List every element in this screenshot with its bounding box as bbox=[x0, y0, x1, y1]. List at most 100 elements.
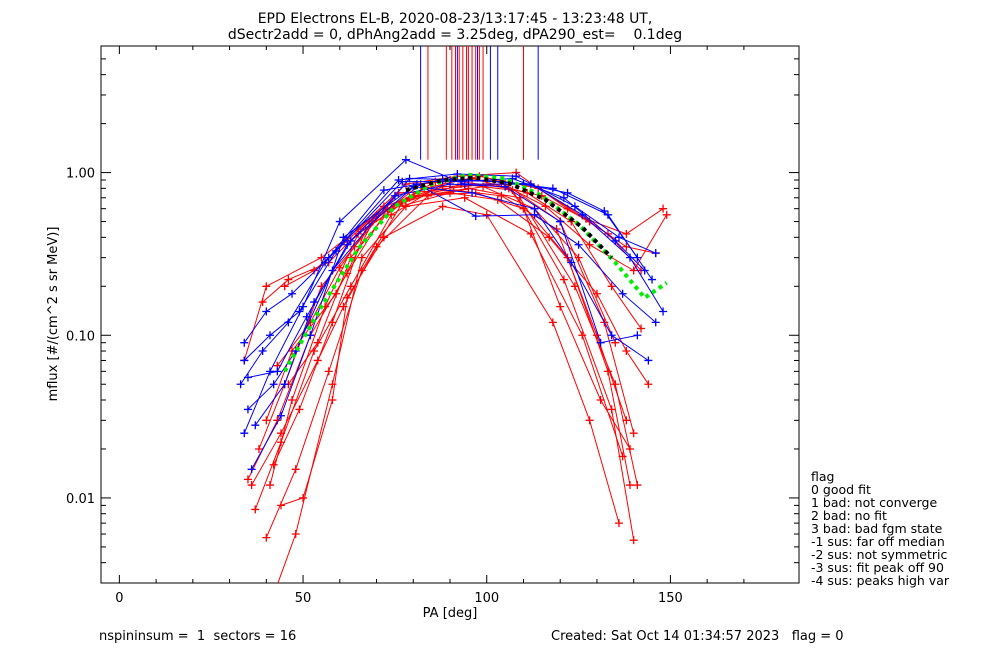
data-point bbox=[607, 282, 616, 291]
data-point bbox=[629, 266, 638, 275]
data-point bbox=[251, 505, 260, 514]
data-point bbox=[247, 481, 256, 490]
data-point bbox=[310, 298, 319, 307]
data-point bbox=[611, 236, 620, 245]
data-point bbox=[644, 380, 653, 389]
data-point bbox=[328, 395, 337, 404]
data-point bbox=[372, 242, 381, 251]
data-point bbox=[482, 210, 491, 219]
chart-subtitle: dSectr2add = 0, dPhAng2add = 3.25deg, dP… bbox=[228, 27, 682, 43]
data-point bbox=[464, 176, 473, 185]
data-point bbox=[284, 275, 293, 284]
data-point bbox=[622, 416, 631, 425]
green-fit-curve bbox=[282, 172, 668, 373]
legend-item: 0 good fit bbox=[811, 482, 871, 497]
legend-item: 2 bad: no fit bbox=[811, 508, 887, 523]
data-point bbox=[545, 233, 554, 242]
data-point bbox=[254, 444, 263, 453]
legend-item: -4 sus: peaks high var bbox=[811, 573, 950, 588]
x-axis-label: PA [deg] bbox=[423, 606, 478, 621]
data-point bbox=[633, 481, 642, 490]
data-point bbox=[265, 367, 274, 376]
data-point bbox=[523, 188, 532, 197]
data-point bbox=[390, 191, 399, 200]
data-point bbox=[626, 253, 635, 262]
data-point bbox=[574, 253, 583, 262]
data-point bbox=[644, 356, 653, 365]
data-point bbox=[288, 395, 297, 404]
data-point bbox=[600, 207, 609, 216]
red-series bbox=[266, 193, 627, 609]
data-point bbox=[339, 233, 348, 242]
data-point bbox=[578, 331, 587, 340]
data-point bbox=[501, 182, 510, 191]
data-point bbox=[277, 501, 286, 510]
data-point bbox=[552, 225, 561, 234]
series-line bbox=[251, 186, 649, 470]
series-line bbox=[265, 183, 635, 541]
data-point bbox=[659, 307, 668, 316]
data-point bbox=[438, 202, 447, 211]
data-point bbox=[526, 229, 535, 238]
data-point bbox=[607, 331, 616, 340]
series-line bbox=[254, 183, 657, 426]
data-point bbox=[468, 188, 477, 197]
data-point bbox=[574, 240, 583, 249]
chart-title: EPD Electrons EL-B, 2020-08-23/13:17:45 … bbox=[258, 11, 653, 27]
data-point bbox=[266, 601, 274, 609]
vertical-marker-lines bbox=[420, 46, 539, 160]
blue-series bbox=[243, 180, 642, 382]
legend-item: -1 sus: far off median bbox=[811, 534, 945, 549]
data-point bbox=[596, 338, 605, 347]
data-point bbox=[324, 367, 333, 376]
data-point bbox=[394, 176, 403, 185]
data-point bbox=[423, 191, 432, 200]
legend-item: -2 sus: not symmetric bbox=[811, 547, 947, 562]
data-point bbox=[258, 298, 267, 307]
data-point bbox=[548, 318, 557, 327]
data-point bbox=[299, 493, 308, 502]
data-point bbox=[585, 240, 594, 249]
plot-frame bbox=[100, 45, 800, 584]
data-point bbox=[328, 318, 337, 327]
data-point bbox=[401, 155, 410, 164]
x-tick-label: 50 bbox=[295, 591, 312, 606]
data-point bbox=[446, 180, 454, 189]
data-point bbox=[243, 405, 252, 414]
series-line bbox=[240, 173, 656, 385]
data-point bbox=[662, 210, 671, 219]
legend-item: 1 bad: not converge bbox=[811, 495, 937, 510]
series-line bbox=[243, 159, 638, 434]
data-point bbox=[328, 380, 337, 389]
data-point bbox=[313, 338, 322, 347]
x-tick-label: 0 bbox=[115, 591, 123, 606]
data-point bbox=[614, 233, 623, 242]
data-point bbox=[611, 380, 620, 389]
data-point bbox=[240, 356, 249, 365]
data-point bbox=[277, 411, 286, 420]
legend-item: -3 sus: fit peak off 90 bbox=[811, 560, 944, 575]
data-point bbox=[556, 217, 565, 226]
data-point bbox=[548, 184, 557, 193]
data-point bbox=[530, 210, 539, 219]
data-point bbox=[335, 263, 344, 272]
data-point bbox=[291, 530, 300, 539]
data-point bbox=[659, 204, 668, 213]
data-point bbox=[243, 475, 252, 484]
data-point bbox=[629, 536, 638, 545]
data-point bbox=[321, 258, 330, 267]
series-line bbox=[262, 175, 664, 303]
data-point bbox=[556, 302, 565, 311]
data-point bbox=[618, 452, 627, 461]
data-point bbox=[295, 405, 304, 414]
data-point bbox=[240, 338, 249, 347]
data-point bbox=[622, 242, 631, 251]
data-point bbox=[622, 347, 631, 356]
data-point bbox=[262, 533, 271, 542]
y-tick-label: 1.00 bbox=[66, 167, 95, 182]
data-point bbox=[640, 266, 649, 275]
red-series bbox=[280, 180, 660, 291]
series-line bbox=[280, 205, 620, 524]
data-point bbox=[471, 212, 480, 221]
